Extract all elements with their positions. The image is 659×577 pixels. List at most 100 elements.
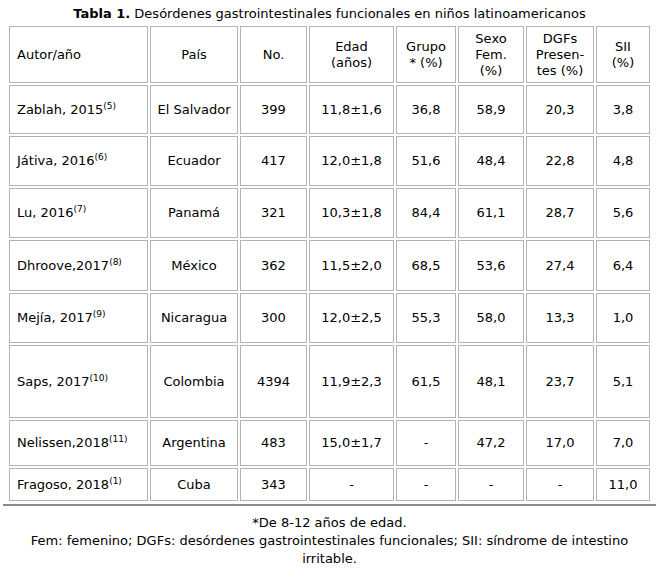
cell-no: 483 bbox=[240, 420, 307, 466]
cell-sii: 6,4 bbox=[596, 240, 650, 291]
author-year: Mejía, 2017 bbox=[17, 310, 93, 325]
cell-no: 343 bbox=[240, 468, 307, 501]
author-year: Dhroove,2017 bbox=[17, 258, 109, 273]
author-year: Játiva, 2016 bbox=[17, 153, 95, 168]
cell-pais: El Salvador bbox=[150, 85, 238, 134]
table-row: Saps, 2017(10) Colombia 4394 11,9±2,3 61… bbox=[9, 345, 650, 418]
table-row: Nelissen,2018(11) Argentina 483 15,0±1,7… bbox=[9, 420, 650, 466]
cell-grupo: 36,8 bbox=[396, 85, 456, 134]
cell-sii: 1,0 bbox=[596, 293, 650, 343]
column-header-grupo: Grupo * (%) bbox=[396, 26, 456, 83]
reference-superscript: (11) bbox=[109, 434, 127, 444]
author-year: Fragoso, 2018 bbox=[17, 477, 109, 492]
reference-superscript: (6) bbox=[95, 152, 108, 162]
cell-no: 4394 bbox=[240, 345, 307, 418]
footnote-age-group: *De 8-12 años de edad. bbox=[7, 514, 652, 532]
cell-sexo-fem: 47,2 bbox=[458, 420, 524, 466]
cell-autor: Játiva, 2016(6) bbox=[9, 136, 148, 186]
reference-superscript: (8) bbox=[109, 256, 122, 266]
column-header-dgfs-presentes: DGFs Presen- tes (%) bbox=[526, 26, 594, 83]
cell-pais: México bbox=[150, 240, 238, 291]
cell-autor: Zablah, 2015(5) bbox=[9, 85, 148, 134]
cell-dgfs: 27,4 bbox=[526, 240, 594, 291]
cell-sexo-fem: 48,1 bbox=[458, 345, 524, 418]
cell-sexo-fem: 53,6 bbox=[458, 240, 524, 291]
author-year: Zablah, 2015 bbox=[17, 102, 103, 117]
cell-pais: Cuba bbox=[150, 468, 238, 501]
cell-dgfs: - bbox=[526, 468, 594, 501]
column-header-edad: Edad (años) bbox=[309, 26, 394, 83]
column-header-sexo-fem: Sexo Fem. (%) bbox=[458, 26, 524, 83]
reference-superscript: (5) bbox=[103, 100, 116, 110]
cell-edad: 11,5±2,0 bbox=[309, 240, 394, 291]
table-row: Zablah, 2015(5) El Salvador 399 11,8±1,6… bbox=[9, 85, 650, 134]
cell-sexo-fem: 48,4 bbox=[458, 136, 524, 186]
cell-no: 362 bbox=[240, 240, 307, 291]
table-row: Fragoso, 2018(1) Cuba 343 - - - - 11,0 bbox=[9, 468, 650, 501]
cell-dgfs: 23,7 bbox=[526, 345, 594, 418]
cell-sii: 4,8 bbox=[596, 136, 650, 186]
cell-grupo: - bbox=[396, 420, 456, 466]
reference-superscript: (1) bbox=[109, 475, 122, 485]
cell-no: 300 bbox=[240, 293, 307, 343]
reference-superscript: (9) bbox=[93, 309, 106, 319]
cell-grupo: 55,3 bbox=[396, 293, 456, 343]
cell-sii: 7,0 bbox=[596, 420, 650, 466]
table-title-text: Desórdenes gastrointestinales funcionale… bbox=[134, 6, 585, 21]
footnote-abbreviations: Fem: femenino; DGFs: desórdenes gastroin… bbox=[7, 532, 652, 568]
column-header-sii: SII (%) bbox=[596, 26, 650, 83]
cell-sexo-fem: - bbox=[458, 468, 524, 501]
cell-sexo-fem: 61,1 bbox=[458, 188, 524, 238]
reference-superscript: (7) bbox=[74, 204, 87, 214]
table-header-row: Autor/año País No. Edad (años) Grupo * (… bbox=[9, 26, 650, 83]
table-title-label: Tabla 1. bbox=[73, 6, 130, 21]
table-body: Zablah, 2015(5) El Salvador 399 11,8±1,6… bbox=[9, 85, 650, 501]
cell-grupo: 51,6 bbox=[396, 136, 456, 186]
cell-grupo: 61,5 bbox=[396, 345, 456, 418]
cell-sexo-fem: 58,0 bbox=[458, 293, 524, 343]
cell-sexo-fem: 58,9 bbox=[458, 85, 524, 134]
table-figure: Tabla 1. Desórdenes gastrointestinales f… bbox=[0, 0, 659, 577]
cell-edad: 11,8±1,6 bbox=[309, 85, 394, 134]
cell-sii: 11,0 bbox=[596, 468, 650, 501]
cell-sii: 5,6 bbox=[596, 188, 650, 238]
cell-pais: Nicaragua bbox=[150, 293, 238, 343]
author-year: Lu, 2016 bbox=[17, 205, 74, 220]
cell-dgfs: 28,7 bbox=[526, 188, 594, 238]
column-header-no: No. bbox=[240, 26, 307, 83]
table-footnotes: *De 8-12 años de edad. Fem: femenino; DG… bbox=[7, 514, 652, 568]
table-row: Mejía, 2017(9) Nicaragua 300 12,0±2,5 55… bbox=[9, 293, 650, 343]
author-year: Nelissen,2018 bbox=[17, 435, 109, 450]
cell-edad: 10,3±1,8 bbox=[309, 188, 394, 238]
reference-superscript: (10) bbox=[90, 372, 108, 382]
cell-no: 399 bbox=[240, 85, 307, 134]
cell-edad: 11,9±2,3 bbox=[309, 345, 394, 418]
cell-dgfs: 13,3 bbox=[526, 293, 594, 343]
cell-edad: 12,0±2,5 bbox=[309, 293, 394, 343]
cell-sii: 5,1 bbox=[596, 345, 650, 418]
cell-pais: Argentina bbox=[150, 420, 238, 466]
table-row: Lu, 2016(7) Panamá 321 10,3±1,8 84,4 61,… bbox=[9, 188, 650, 238]
table-row: Játiva, 2016(6) Ecuador 417 12,0±1,8 51,… bbox=[9, 136, 650, 186]
cell-no: 321 bbox=[240, 188, 307, 238]
cell-grupo: - bbox=[396, 468, 456, 501]
cell-autor: Saps, 2017(10) bbox=[9, 345, 148, 418]
cell-dgfs: 20,3 bbox=[526, 85, 594, 134]
cell-edad: - bbox=[309, 468, 394, 501]
table-header: Autor/año País No. Edad (años) Grupo * (… bbox=[9, 26, 650, 83]
cell-dgfs: 22,8 bbox=[526, 136, 594, 186]
cell-sii: 3,8 bbox=[596, 85, 650, 134]
cell-pais: Panamá bbox=[150, 188, 238, 238]
cell-edad: 15,0±1,7 bbox=[309, 420, 394, 466]
table-row: Dhroove,2017(8) México 362 11,5±2,0 68,5… bbox=[9, 240, 650, 291]
table-bottom-rule bbox=[3, 504, 656, 506]
table-title: Tabla 1. Desórdenes gastrointestinales f… bbox=[0, 6, 659, 22]
cell-autor: Nelissen,2018(11) bbox=[9, 420, 148, 466]
column-header-autor-ano: Autor/año bbox=[9, 26, 148, 83]
cell-edad: 12,0±1,8 bbox=[309, 136, 394, 186]
column-header-pais: País bbox=[150, 26, 238, 83]
data-table: Autor/año País No. Edad (años) Grupo * (… bbox=[7, 24, 652, 503]
cell-grupo: 68,5 bbox=[396, 240, 456, 291]
author-year: Saps, 2017 bbox=[17, 374, 90, 389]
cell-dgfs: 17,0 bbox=[526, 420, 594, 466]
